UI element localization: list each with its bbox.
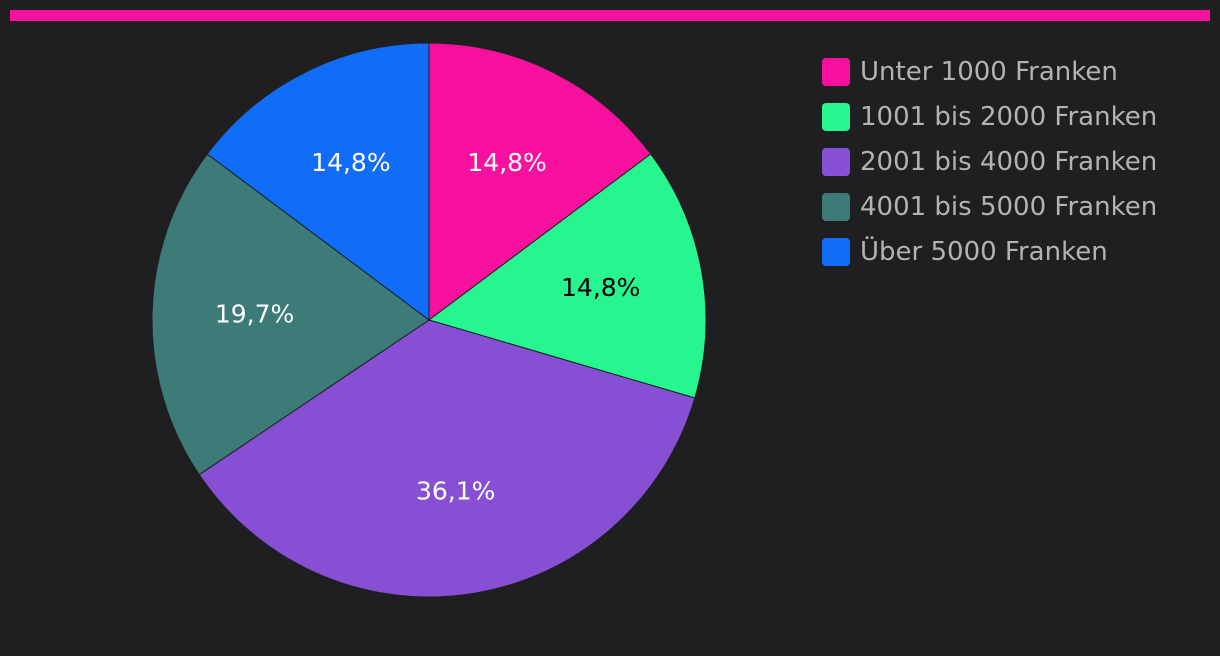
pie-slice[interactable] (198, 319, 696, 598)
slice-label: 14,8% (467, 148, 546, 177)
legend-swatch (822, 192, 850, 221)
legend-item[interactable]: 4001 bis 5000 Franken (822, 184, 1157, 229)
pie-slice[interactable] (151, 153, 430, 476)
legend-label: 2001 bis 4000 Franken (860, 146, 1158, 177)
pie-slice[interactable] (428, 42, 652, 321)
slice-label: 19,7% (215, 300, 294, 329)
legend-item[interactable]: 1001 bis 2000 Franken (822, 94, 1157, 139)
legend-label: 1001 bis 2000 Franken (860, 101, 1158, 132)
chart-legend: Unter 1000 Franken 1001 bis 2000 Franken… (822, 49, 1157, 274)
legend-swatch (822, 147, 850, 176)
accent-bar (10, 10, 1210, 21)
legend-item[interactable]: 2001 bis 4000 Franken (822, 139, 1157, 184)
legend-swatch (822, 102, 850, 131)
legend-label: Über 5000 Franken (860, 236, 1108, 267)
legend-swatch (822, 237, 850, 266)
legend-item[interactable]: Über 5000 Franken (822, 229, 1157, 274)
legend-swatch (822, 57, 850, 86)
legend-item[interactable]: Unter 1000 Franken (822, 49, 1157, 94)
legend-label: Unter 1000 Franken (860, 56, 1118, 87)
slice-label: 36,1% (416, 476, 495, 505)
slice-label: 14,8% (561, 273, 640, 302)
pie-slice[interactable] (206, 42, 430, 321)
pie-slice[interactable] (427, 153, 707, 399)
legend-label: 4001 bis 5000 Franken (860, 191, 1158, 222)
slice-label: 14,8% (311, 148, 390, 177)
